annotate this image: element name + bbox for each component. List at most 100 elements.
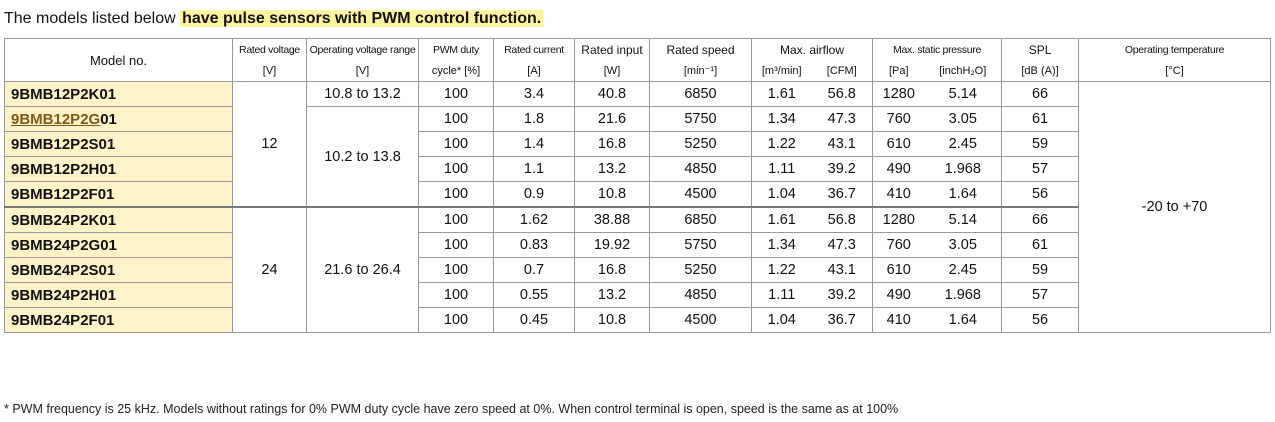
title-highlight: have pulse sensors with PWM control func… xyxy=(180,10,544,27)
pwm-cell: 100 xyxy=(418,106,494,132)
spl-cell: 66 xyxy=(1001,81,1080,107)
model-cell: 9BMB24P2H01 xyxy=(4,282,233,308)
pressure-pa-cell: 760 xyxy=(872,106,925,132)
airflow-cfm-cell: 47.3 xyxy=(811,232,874,258)
spl-cell: 57 xyxy=(1001,156,1080,182)
speed-cell: 6850 xyxy=(649,206,752,233)
title-prefix: The models listed below xyxy=(4,10,181,27)
table-row: 9BMB12P2H01 100 1.1 13.2 4850 1.11 39.2 … xyxy=(4,156,1271,182)
current-cell: 0.7 xyxy=(493,257,575,283)
header-unit-row: [V] [V] cycle* [%] [A] [W] [min⁻¹] [m³/m… xyxy=(5,60,1272,82)
speed-cell: 5750 xyxy=(649,106,752,132)
pressure-pa-cell: 1280 xyxy=(872,81,925,107)
pressure-pa-cell: 410 xyxy=(872,307,925,333)
airflow-cfm-cell: 43.1 xyxy=(811,131,874,157)
spl-cell: 56 xyxy=(1001,307,1080,333)
pwm-cell: 100 xyxy=(418,131,494,157)
airflow-m3-cell: 1.34 xyxy=(751,106,812,132)
input-cell: 38.88 xyxy=(574,206,650,233)
model-cell: 9BMB24P2F01 xyxy=(4,307,233,333)
page-title: The models listed below have pulse senso… xyxy=(4,9,544,29)
model-cell: 9BMB24P2G01 xyxy=(4,232,233,258)
operating-voltage-range: 10.8 to 13.2 xyxy=(306,81,419,107)
unit-rated-voltage: [V] xyxy=(232,60,307,82)
speed-cell: 4850 xyxy=(649,156,752,182)
header-model: Model no. xyxy=(4,38,233,82)
unit-operating-voltage: [V] xyxy=(306,60,419,82)
current-cell: 1.4 xyxy=(493,131,575,157)
model-link[interactable]: 9BMB12P2G xyxy=(11,110,101,128)
airflow-m3-cell: 1.11 xyxy=(751,156,812,182)
unit-speed: [min⁻¹] xyxy=(649,60,752,82)
airflow-cfm-cell: 36.7 xyxy=(811,307,874,333)
speed-cell: 5250 xyxy=(649,131,752,157)
current-cell: 0.55 xyxy=(493,282,575,308)
unit-airflow-cfm: [CFM] xyxy=(811,60,874,82)
input-cell: 16.8 xyxy=(574,131,650,157)
unit-temperature: [°C] xyxy=(1078,60,1272,82)
spl-cell: 59 xyxy=(1001,257,1080,283)
operating-voltage-range: 21.6 to 26.4 xyxy=(306,206,419,333)
speed-cell: 4500 xyxy=(649,181,752,208)
pwm-cell: 100 xyxy=(418,307,494,333)
current-cell: 0.45 xyxy=(493,307,575,333)
pressure-pa-cell: 610 xyxy=(872,257,925,283)
header-input: Rated input xyxy=(574,38,650,60)
pwm-cell: 100 xyxy=(418,81,494,107)
current-cell: 1.62 xyxy=(493,206,575,233)
airflow-cfm-cell: 47.3 xyxy=(811,106,874,132)
table-row: 9BMB24P2G01 100 0.83 19.92 5750 1.34 47.… xyxy=(4,232,1271,258)
spl-cell: 66 xyxy=(1001,206,1080,233)
current-cell: 0.83 xyxy=(493,232,575,258)
pressure-inch-cell: 2.45 xyxy=(924,131,1003,157)
table-row: 9BMB12P2F01 100 0.9 10.8 4500 1.04 36.7 … xyxy=(4,181,1271,208)
pwm-cell: 100 xyxy=(418,282,494,308)
input-cell: 16.8 xyxy=(574,257,650,283)
speed-cell: 5750 xyxy=(649,232,752,258)
airflow-cfm-cell: 56.8 xyxy=(811,206,874,233)
airflow-cfm-cell: 39.2 xyxy=(811,156,874,182)
spl-cell: 56 xyxy=(1001,181,1080,208)
pressure-inch-cell: 3.05 xyxy=(924,232,1003,258)
rated-voltage-24: 24 xyxy=(232,206,307,333)
header-airflow: Max. airflow xyxy=(750,38,874,60)
unit-current: [A] xyxy=(493,60,575,82)
model-cell: 9BMB12P2G01 xyxy=(4,106,233,132)
unit-airflow-m3: [m³/min] xyxy=(751,60,812,82)
model-suffix: 01 xyxy=(100,110,117,128)
current-cell: 1.8 xyxy=(493,106,575,132)
header-row: Model no. Rated voltage Operating voltag… xyxy=(4,38,1272,82)
model-cell: 9BMB12P2H01 xyxy=(4,156,233,182)
input-cell: 13.2 xyxy=(574,282,650,308)
header-temperature: Operating temperature xyxy=(1078,38,1272,60)
unit-pressure-pa: [Pa] xyxy=(872,60,925,82)
pressure-inch-cell: 1.64 xyxy=(924,181,1003,208)
input-cell: 40.8 xyxy=(574,81,650,107)
pressure-inch-cell: 1.968 xyxy=(924,156,1003,182)
airflow-m3-cell: 1.22 xyxy=(751,131,812,157)
table-row: 9BMB12P2K01 12 10.8 to 13.2 100 3.4 40.8… xyxy=(4,81,1272,333)
model-cell: 9BMB12P2S01 xyxy=(4,131,233,157)
unit-input: [W] xyxy=(574,60,650,82)
airflow-m3-cell: 1.04 xyxy=(751,307,812,333)
input-cell: 21.6 xyxy=(574,106,650,132)
model-cell: 9BMB12P2K01 xyxy=(4,81,233,107)
current-cell: 1.1 xyxy=(493,156,575,182)
pressure-pa-cell: 760 xyxy=(872,232,925,258)
pwm-cell: 100 xyxy=(418,232,494,258)
pressure-inch-cell: 5.14 xyxy=(924,81,1003,107)
speed-cell: 6850 xyxy=(649,81,752,107)
airflow-m3-cell: 1.22 xyxy=(751,257,812,283)
speed-cell: 5250 xyxy=(649,257,752,283)
header-operating-voltage: Operating voltage range xyxy=(306,38,419,60)
pwm-cell: 100 xyxy=(418,206,494,233)
pressure-inch-cell: 1.64 xyxy=(924,307,1003,333)
spl-cell: 61 xyxy=(1001,106,1080,132)
pwm-cell: 100 xyxy=(418,156,494,182)
spl-cell: 57 xyxy=(1001,282,1080,308)
spl-cell: 61 xyxy=(1001,232,1080,258)
pressure-pa-cell: 1280 xyxy=(872,206,925,233)
airflow-m3-cell: 1.61 xyxy=(751,206,812,233)
operating-temperature-cell: -20 to +70 xyxy=(1078,81,1272,333)
current-cell: 3.4 xyxy=(493,81,575,107)
